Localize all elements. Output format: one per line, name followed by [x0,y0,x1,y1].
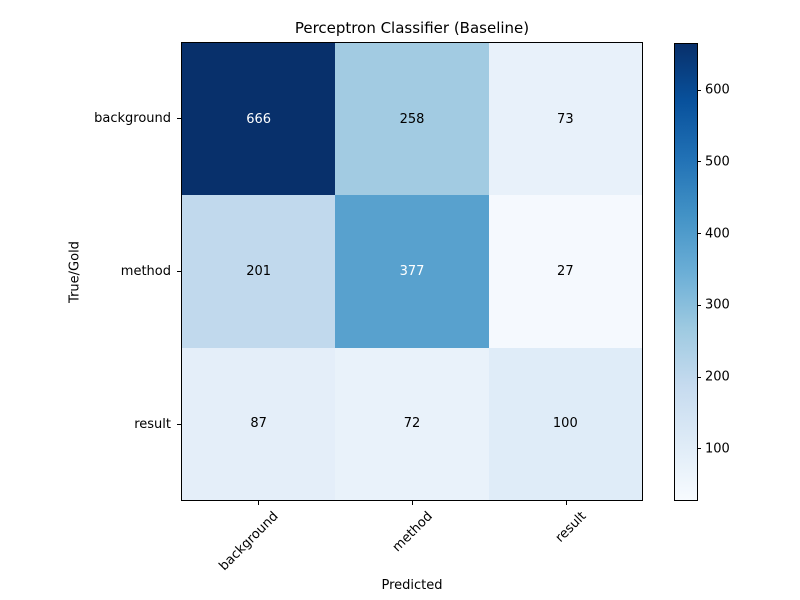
x-axis-label: Predicted [381,578,443,593]
y-tick-result: result [0,348,181,501]
tick-mark [177,118,181,119]
cell-background-background: 666 [182,43,336,196]
y-tick-label: result [134,417,171,432]
x-tick-label: method [389,509,436,556]
tick-mark [697,448,701,450]
x-tick-label: background [216,509,282,574]
colorbar-tick-label: 100 [705,441,730,457]
x-tick-method: method [335,501,489,573]
cell-value: 87 [250,416,267,432]
heatmap-plot: 666 258 73 201 377 27 87 72 100 [181,42,643,501]
cell-method-background: 201 [182,195,336,348]
x-tick-background: background [181,501,335,574]
y-tick-method: method [0,195,181,348]
y-tick-label: background [94,111,171,126]
tick-mark [177,424,181,425]
cell-result-method: 72 [335,347,489,500]
cell-background-method: 258 [335,43,489,196]
tick-mark [257,501,259,505]
y-tick-background: background [0,42,181,195]
tick-mark [697,233,701,235]
tick-mark [697,161,701,163]
tick-mark [697,376,701,378]
colorbar-ticks: 100 200 300 400 500 600 [697,43,757,501]
y-axis-ticks: background method result [0,42,181,501]
colorbar-tick-label: 600 [705,82,730,98]
chart-title: Perceptron Classifier (Baseline) [294,19,530,37]
cell-value: 100 [552,416,578,432]
colorbar-tick-label: 500 [705,154,730,170]
cell-value: 666 [246,111,272,127]
cell-method-result: 27 [488,195,642,348]
cell-value: 258 [399,111,425,127]
cell-value: 27 [557,263,574,279]
tick-mark [565,501,567,505]
cell-value: 72 [403,416,421,432]
cell-result-result: 100 [488,347,642,500]
colorbar-tick-label: 300 [705,297,730,313]
x-tick-label: result [552,509,590,546]
colorbar-tick-label: 400 [705,226,730,242]
cell-value: 73 [557,111,574,127]
cell-method-method: 377 [335,195,489,348]
colorbar [674,43,698,501]
cell-value: 201 [246,263,272,279]
x-tick-result: result [489,501,643,573]
cell-value: 377 [399,263,425,279]
y-tick-label: method [120,264,171,279]
colorbar-tick-label: 200 [705,369,730,385]
x-axis-ticks: background method result [181,501,643,574]
cell-result-background: 87 [182,347,336,500]
tick-mark [177,271,181,272]
heatmap-cells: 666 258 73 201 377 27 87 72 100 [182,43,642,500]
tick-mark [697,304,701,306]
tick-mark [411,501,413,505]
tick-mark [697,89,701,91]
cell-background-result: 73 [488,43,642,196]
